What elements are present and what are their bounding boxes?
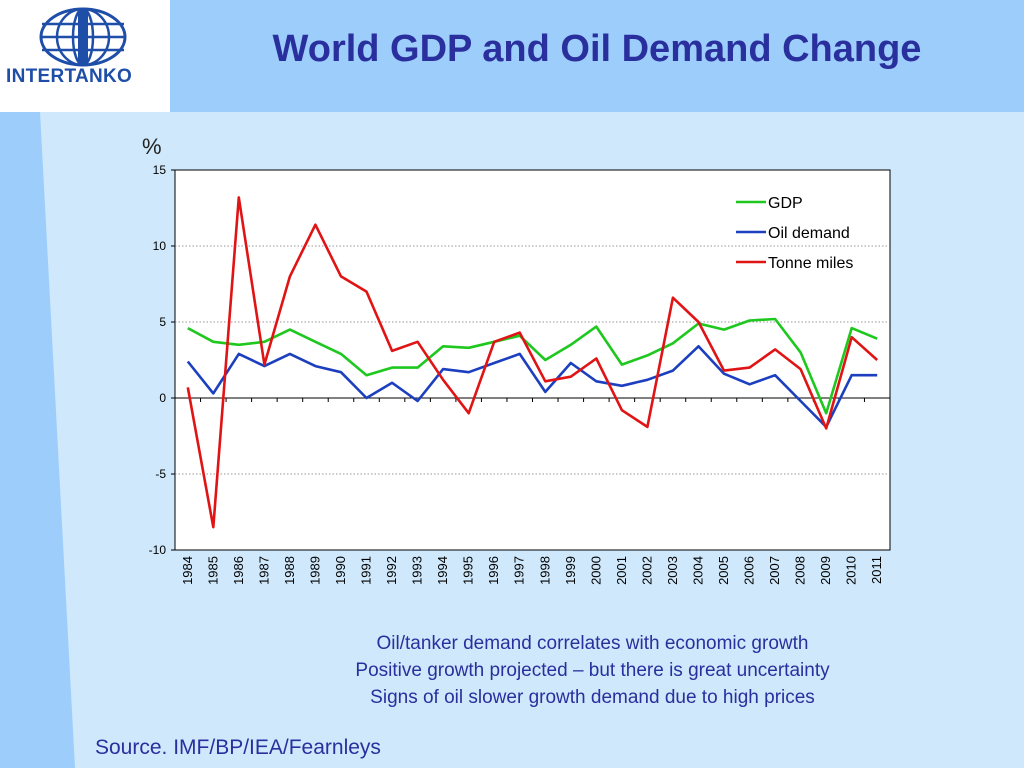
y-tick-label: 10	[153, 239, 167, 253]
x-tick-label: 2005	[716, 556, 731, 585]
legend-label: Oil demand	[768, 225, 850, 242]
y-tick-label: 5	[159, 315, 166, 329]
logo-text: INTERTANKO	[6, 66, 133, 87]
x-tick-label: 1996	[486, 556, 501, 585]
header-band	[170, 0, 1024, 112]
x-tick-label: 1990	[333, 556, 348, 585]
x-tick-label: 2002	[639, 556, 654, 585]
x-tick-label: 1989	[307, 556, 322, 585]
x-tick-label: 2000	[588, 556, 603, 585]
x-tick-label: 1986	[231, 556, 246, 585]
plot-area	[174, 169, 891, 551]
series-line	[186, 196, 879, 529]
legend-label: GDP	[768, 195, 803, 212]
slide-notes: Oil/tanker demand correlates with econom…	[200, 630, 985, 711]
x-tick-label: 2003	[665, 556, 680, 585]
line-chart: 15 10 5 0 -5 -10 1984 1985 1986 1987 1988 1989 1990 1…	[149, 163, 891, 585]
note-line: Oil/tanker demand correlates with econom…	[376, 633, 809, 654]
x-tick-label: 2006	[742, 556, 757, 585]
x-tick-label: 1995	[461, 556, 476, 585]
x-tick-label: 1987	[256, 556, 271, 585]
series-line	[186, 345, 878, 429]
source-text: Source. IMF/BP/IEA/Fearnleys	[95, 736, 381, 759]
x-tick-label: 2007	[767, 556, 782, 585]
x-tick-label: 1998	[537, 556, 552, 585]
x-tick-label: 1997	[512, 556, 527, 585]
logo-area: INTERTANKO	[0, 0, 170, 112]
page-title: World GDP and Oil Demand Change	[272, 28, 922, 70]
series-line	[187, 317, 878, 415]
x-tick-label: 2011	[869, 556, 884, 584]
x-tick-label: 1991	[359, 556, 374, 585]
y-tick-label: -5	[155, 467, 166, 481]
x-tick-label: 1988	[282, 556, 297, 585]
y-tick-label: 15	[153, 163, 167, 177]
x-tick-label: 2010	[844, 556, 859, 585]
x-tick-label: 1999	[563, 556, 578, 585]
x-tick-label: 2008	[793, 556, 808, 585]
y-tick-label: 0	[159, 391, 166, 405]
x-tick-label: 2004	[690, 556, 705, 585]
y-tick-label: -10	[149, 543, 167, 557]
note-line: Signs of oil slower growth demand due to…	[370, 687, 815, 708]
legend-label: Tonne miles	[768, 255, 853, 272]
note-line: Positive growth projected – but there is…	[355, 660, 830, 681]
x-tick-label: 1994	[435, 556, 450, 585]
x-tick-label: 1992	[384, 556, 399, 585]
x-tick-label: 1985	[205, 556, 220, 585]
x-tick-label: 1993	[410, 556, 425, 585]
x-tick-label: 2001	[614, 556, 629, 585]
y-axis-label: %	[142, 134, 162, 159]
left-stripe	[0, 112, 75, 768]
x-tick-label: 1984	[180, 556, 195, 585]
globe-icon	[39, 7, 127, 67]
x-tick-label: 2009	[818, 556, 833, 585]
